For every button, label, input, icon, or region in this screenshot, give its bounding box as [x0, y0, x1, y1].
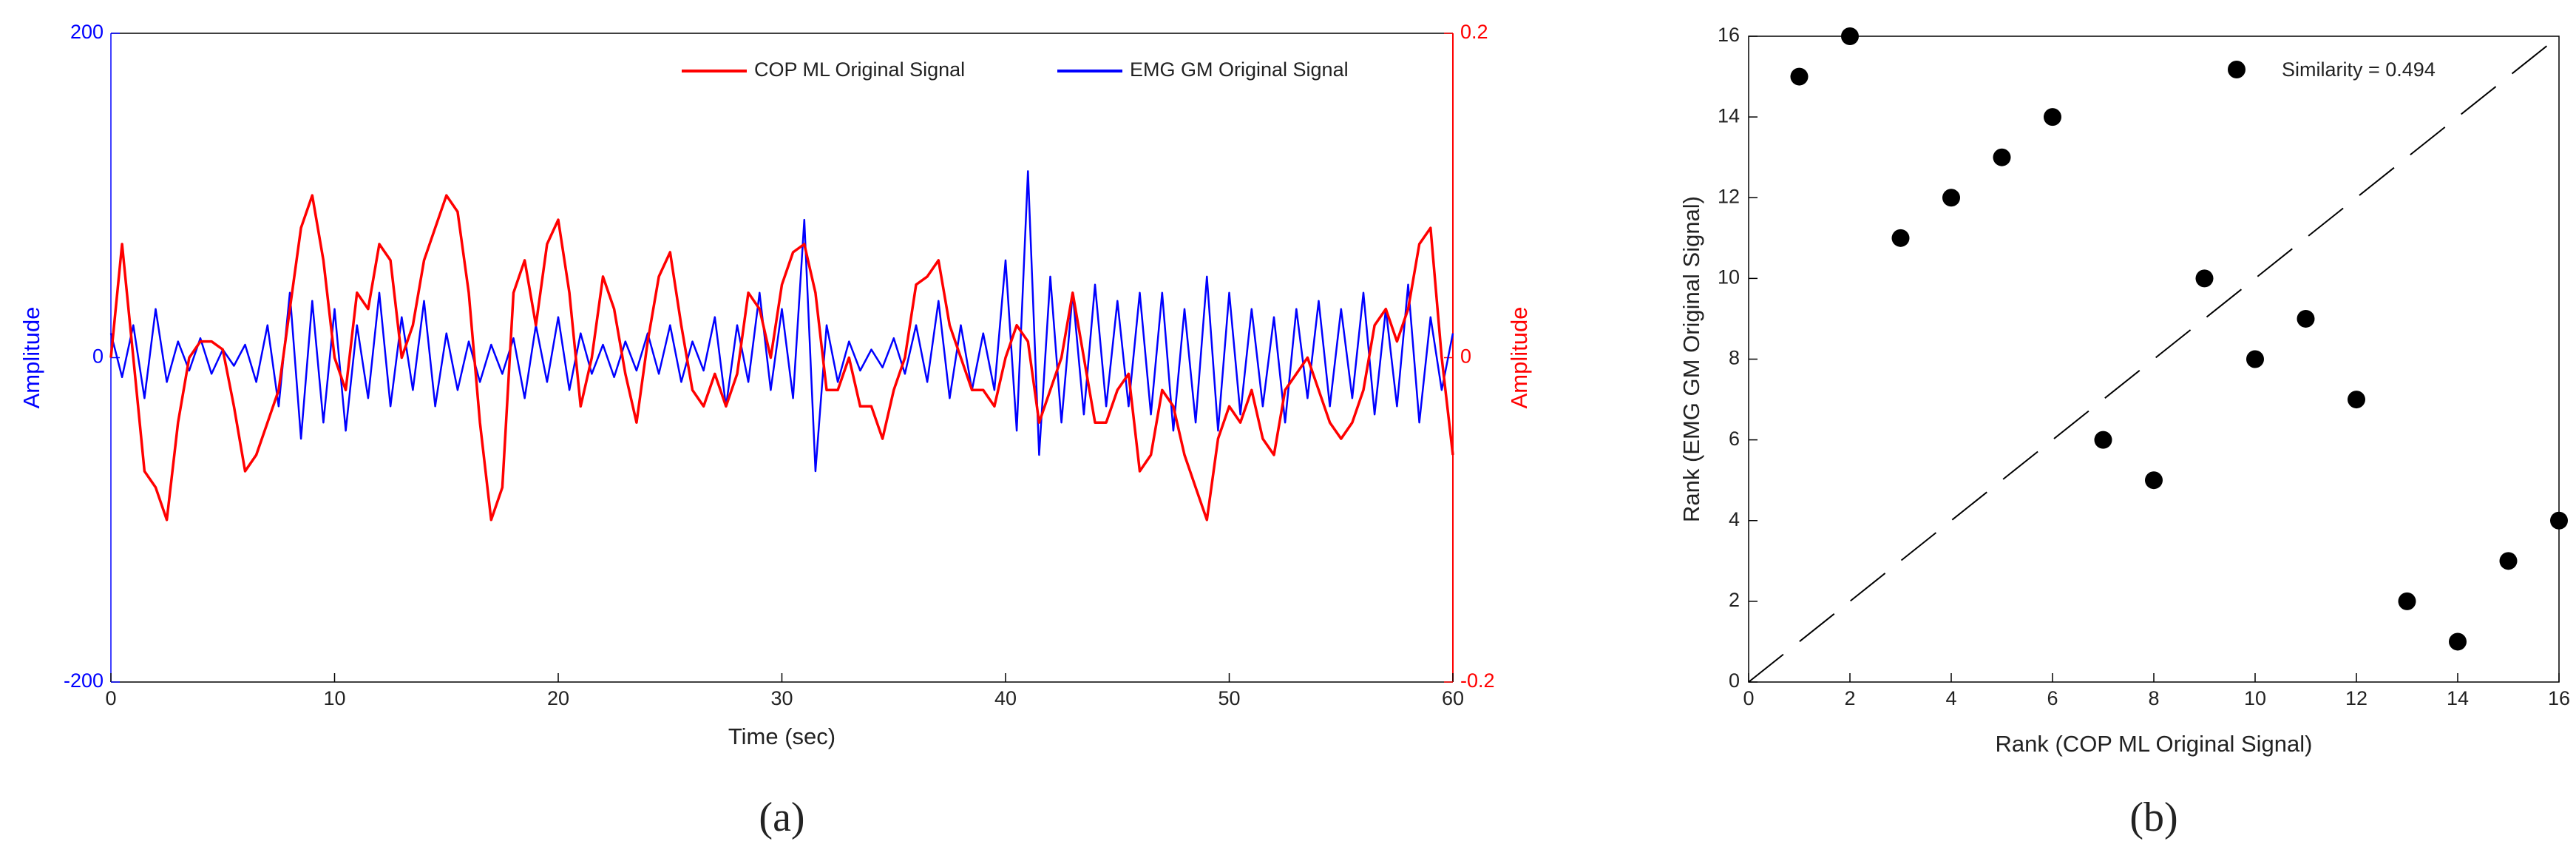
scatter-point: [1942, 189, 1960, 207]
series-line: [109, 194, 1454, 522]
scatter-point: [2550, 511, 2568, 530]
scatter-point: [2044, 108, 2061, 126]
legend-label: EMG GM Original Signal: [1130, 58, 1349, 81]
legend-label: COP ML Original Signal: [754, 58, 965, 81]
y-tick-label: 200: [70, 21, 104, 43]
y2-axis-label: Amplitude: [1506, 307, 1532, 409]
y-tick-label: 6: [1729, 428, 1740, 450]
y-tick-label: 0: [1729, 669, 1740, 692]
x-tick-label: 16: [2548, 687, 2570, 709]
series-line: [109, 170, 1454, 473]
reference-line: [1748, 36, 2560, 683]
scatter-point: [2449, 632, 2467, 651]
x-tick-label: 10: [323, 687, 345, 709]
scatter-point: [2246, 350, 2264, 368]
panel-label: (b): [2129, 794, 2177, 840]
x-tick-label: 6: [2047, 687, 2058, 709]
y2-tick-label: 0.2: [1460, 21, 1488, 43]
x-tick-label: 40: [994, 687, 1017, 709]
y-tick-label: 10: [1718, 266, 1740, 288]
scatter-point: [1790, 67, 1809, 86]
scatter-point: [2297, 309, 2315, 328]
x-tick-label: 0: [1743, 687, 1754, 709]
x-tick-label: 4: [1945, 687, 1956, 709]
x-tick-label: 10: [2244, 687, 2266, 709]
legend-marker: [2228, 61, 2245, 78]
y-axis-label: Amplitude: [18, 307, 44, 409]
x-tick-label: 2: [1844, 687, 1855, 709]
scatter-point: [1891, 229, 1910, 247]
scatter-point: [2499, 552, 2518, 570]
scatter-point: [2094, 431, 2112, 449]
x-tick-label: 50: [1218, 687, 1240, 709]
x-tick-label: 30: [770, 687, 793, 709]
x-tick-label: 60: [1442, 687, 1464, 709]
x-tick-label: 14: [2447, 687, 2469, 709]
x-axis-label: Rank (COP ML Original Signal): [1996, 731, 2313, 757]
scatter-point: [1841, 27, 1859, 45]
scatter-point: [1993, 148, 2011, 166]
panel-label: (a): [759, 794, 804, 840]
scatter-point: [2195, 269, 2214, 288]
y-tick-label: 16: [1718, 24, 1740, 46]
x-tick-label: 8: [2148, 687, 2159, 709]
y2-tick-label: 0: [1460, 345, 1471, 368]
scatter-point: [2348, 391, 2365, 409]
legend-label: Similarity = 0.494: [2282, 58, 2436, 81]
scatter-point: [2145, 471, 2163, 490]
y-tick-label: 14: [1718, 104, 1740, 126]
x-tick-label: 0: [105, 687, 116, 709]
y-tick-label: 12: [1718, 185, 1740, 207]
x-axis-label: Time (sec): [728, 723, 835, 749]
y-tick-label: -200: [64, 669, 104, 692]
y2-tick-label: -0.2: [1460, 669, 1495, 692]
y-tick-label: 2: [1729, 589, 1740, 611]
y-axis-label: Rank (EMG GM Original Signal): [1678, 196, 1704, 522]
y-tick-label: 0: [92, 345, 104, 368]
x-tick-label: 12: [2345, 687, 2367, 709]
y-tick-label: 8: [1729, 347, 1740, 369]
scatter-point: [2398, 592, 2416, 610]
x-tick-label: 20: [547, 687, 569, 709]
y-tick-label: 4: [1729, 508, 1740, 530]
